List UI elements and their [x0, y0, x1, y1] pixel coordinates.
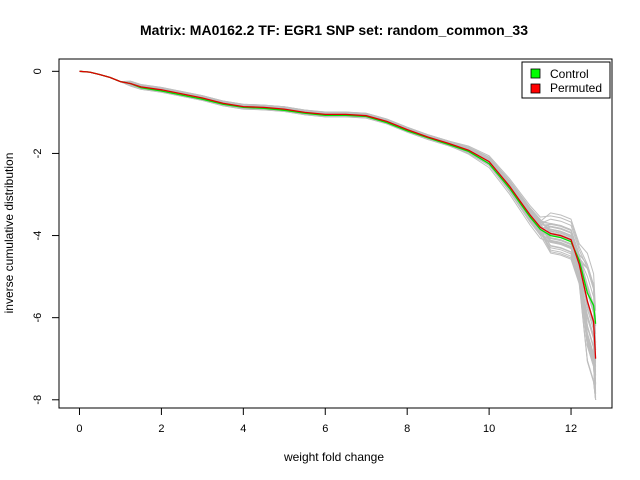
x-tick-label: 0: [76, 423, 82, 435]
background-series-line: [79, 70, 597, 386]
background-series-line: [79, 70, 597, 397]
y-axis: 0 -2 -4 -6 -8: [32, 68, 60, 405]
x-tick-label: 12: [565, 423, 577, 435]
background-series-line: [79, 70, 597, 373]
background-series-line: [79, 70, 597, 400]
background-series-line: [79, 70, 597, 400]
x-tick-label: 4: [240, 423, 246, 435]
y-axis-label: inverse cumulative distribution: [2, 153, 16, 314]
background-lines: [79, 70, 597, 400]
background-series-line: [79, 70, 597, 395]
background-series-line: [79, 70, 597, 400]
series-line-permuted: [79, 70, 597, 359]
x-axis: 0 2 4 6 8 10 12: [76, 407, 577, 435]
x-axis-label: weight fold change: [283, 450, 384, 464]
background-series-line: [79, 70, 597, 384]
background-series-line: [79, 70, 597, 400]
background-series-line: [79, 70, 597, 400]
background-series-line: [79, 70, 597, 384]
x-tick-label: 8: [404, 423, 410, 435]
x-tick-label: 6: [322, 423, 328, 435]
x-tick-label: 10: [483, 423, 495, 435]
background-series-line: [79, 70, 597, 384]
background-series-line: [79, 70, 597, 394]
y-tick-label: -6: [32, 313, 44, 323]
chart-title: Matrix: MA0162.2 TF: EGR1 SNP set: rando…: [140, 22, 528, 38]
legend: Control Permuted: [521, 61, 611, 99]
y-tick-label: -8: [32, 395, 44, 405]
plot-area-border: [58, 58, 613, 409]
background-series-line: [79, 70, 597, 399]
legend-swatch-permuted: [530, 83, 541, 94]
x-tick-label: 2: [158, 423, 164, 435]
background-series-line: [79, 70, 597, 400]
background-series-line: [79, 70, 597, 400]
legend-label-permuted: Permuted: [550, 81, 602, 95]
y-tick-label: 0: [32, 68, 44, 74]
background-series-line: [79, 70, 597, 311]
background-series-line: [79, 70, 597, 391]
background-series-line: [79, 70, 597, 398]
y-tick-label: -2: [32, 149, 44, 159]
series-lines: [79, 70, 597, 359]
y-tick-label: -4: [32, 231, 44, 241]
legend-label-control: Control: [550, 67, 589, 81]
legend-swatch-control: [530, 68, 541, 79]
background-series-line: [79, 70, 597, 393]
